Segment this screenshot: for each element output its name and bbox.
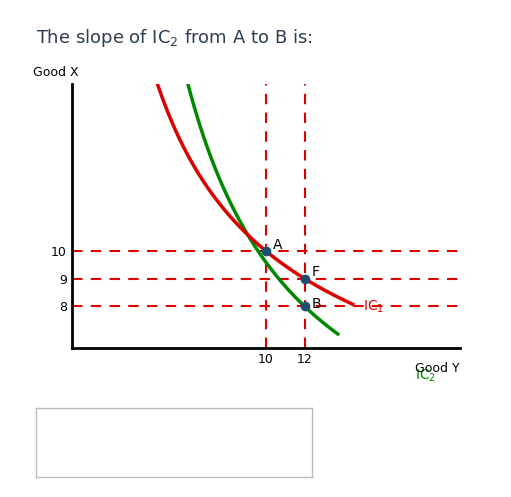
Text: F: F	[311, 265, 319, 279]
Text: A: A	[272, 238, 282, 251]
Text: Good X: Good X	[33, 66, 78, 79]
Text: IC$_2$: IC$_2$	[415, 368, 436, 384]
Text: B: B	[311, 297, 321, 311]
Text: The slope of IC$_2$ from A to B is:: The slope of IC$_2$ from A to B is:	[36, 27, 312, 49]
Text: IC$_1$: IC$_1$	[363, 299, 384, 315]
Text: Good Y: Good Y	[415, 362, 460, 375]
